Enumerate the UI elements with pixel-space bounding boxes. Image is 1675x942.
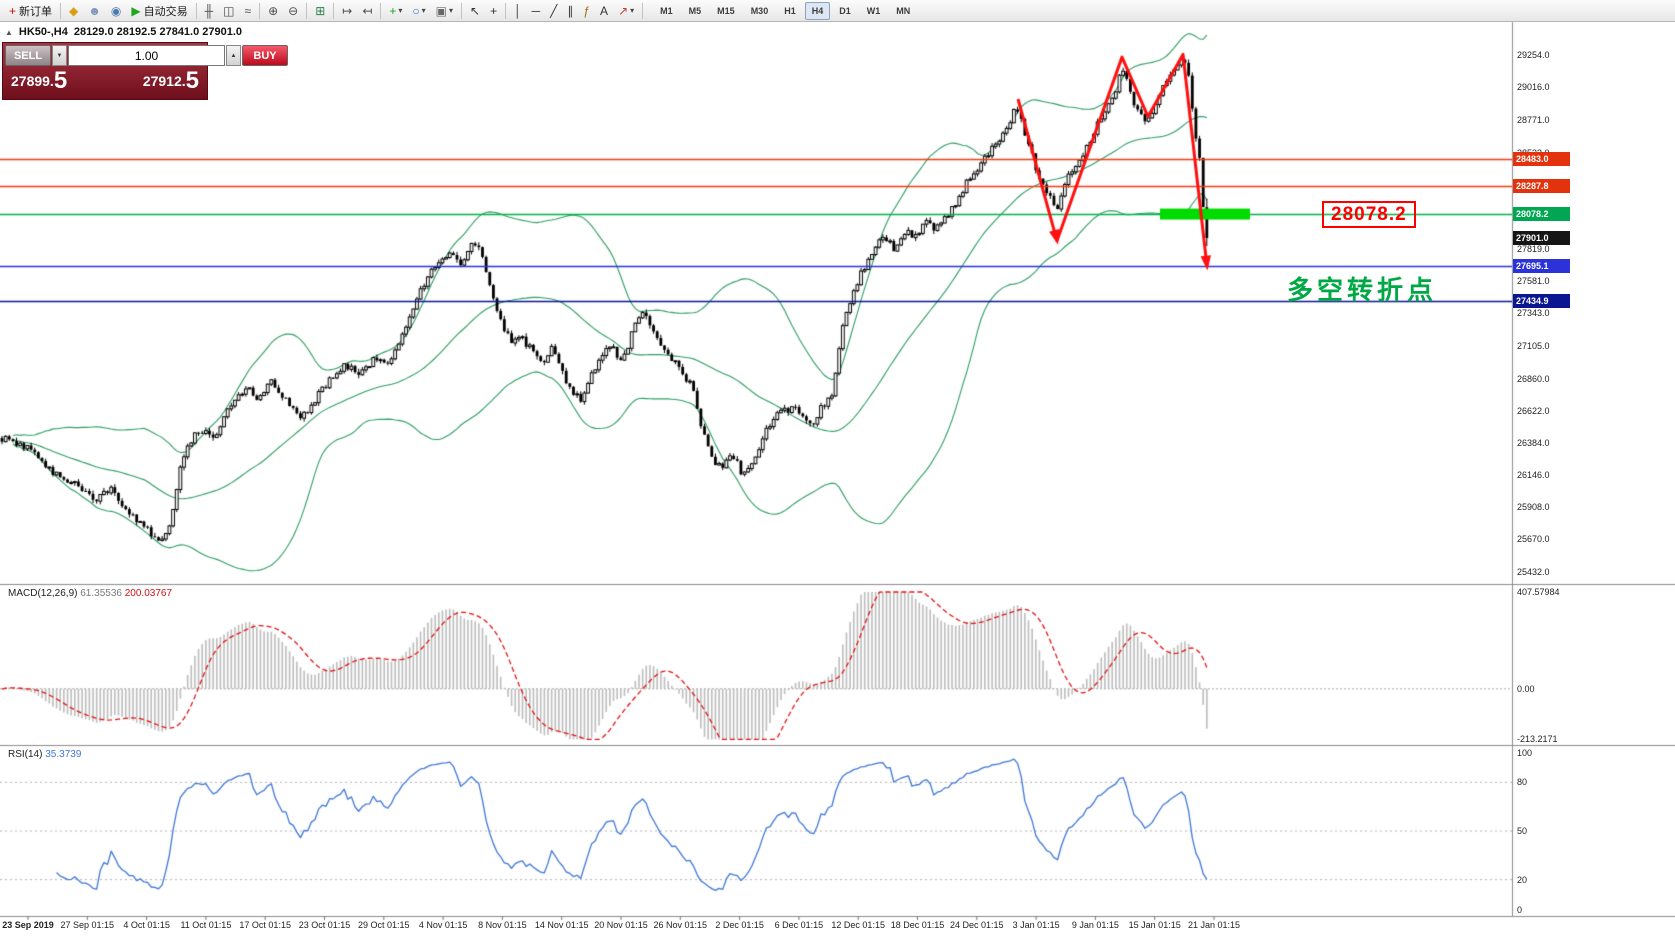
market-watch-button[interactable]: ◆: [65, 2, 82, 20]
chart-shift-button[interactable]: ↤: [358, 2, 376, 20]
timeframe-H1[interactable]: H1: [784, 5, 796, 16]
equidistant-channel-button[interactable]: ∥: [563, 2, 577, 20]
trade-panel-controls: SELL ▼ ▲ BUY: [5, 45, 288, 66]
line-chart-button[interactable]: ≈: [240, 2, 255, 20]
toolbar-separator: [461, 2, 463, 19]
tile-windows-icon: ⊞: [315, 3, 326, 18]
timeframe-H4[interactable]: H4: [804, 1, 831, 20]
crosshair-icon: +: [490, 3, 498, 18]
timeframe-M15[interactable]: M15: [717, 5, 735, 16]
trendline-button[interactable]: ╱: [546, 2, 561, 20]
bar-chart-button[interactable]: ╫: [201, 2, 218, 20]
sell-price-main: 27899.: [11, 73, 54, 89]
horizontal-line-button[interactable]: ─: [528, 2, 545, 20]
buy-price[interactable]: 27912. 5: [143, 67, 199, 94]
spin-up-icon: ▲: [230, 52, 237, 59]
toolbar-separator: [505, 2, 507, 19]
periods-button[interactable]: ○ ▾: [408, 2, 429, 20]
vertical-line-icon: │: [514, 3, 522, 18]
timeframe-M1[interactable]: M1: [660, 5, 673, 16]
templates-icon: ▣: [435, 3, 448, 18]
vertical-line-button[interactable]: │: [510, 2, 526, 20]
templates-caret-icon: ▾: [449, 6, 454, 15]
toolbar-separator: [306, 2, 308, 19]
timeframe-MN[interactable]: MN: [896, 5, 911, 16]
volume-input[interactable]: [68, 45, 225, 66]
mql-community-button[interactable]: ◉: [107, 2, 125, 20]
timeframe-M30[interactable]: M30: [750, 5, 769, 16]
new-order-label: 新订单: [19, 5, 53, 18]
text-label-button[interactable]: A: [596, 2, 612, 20]
text-label-icon: A: [600, 3, 609, 18]
toolbar-separator: [60, 2, 62, 19]
new-order-button[interactable]: + 新订单: [5, 2, 56, 20]
timeframe-group: M1 M5 M15 M30 H1 H4 D1 W1 MN: [652, 1, 918, 20]
arrows-button[interactable]: ↗ ▾: [614, 2, 638, 20]
equidistant-channel-icon: ∥: [567, 3, 574, 18]
toolbar-separator: [259, 2, 261, 19]
zoom-out-icon: ⊖: [288, 3, 299, 18]
sell-price[interactable]: 27899. 5: [11, 67, 67, 94]
bar-chart-icon: ╫: [204, 3, 214, 18]
volume-increase-button[interactable]: ▲: [226, 45, 241, 66]
market-watch-icon: ◆: [69, 3, 79, 18]
buy-price-pips: 5: [185, 67, 199, 94]
one-click-trade-panel: SELL ▼ ▲ BUY 27899.5 27912.5: [2, 42, 288, 100]
candlestick-chart-button[interactable]: ◫: [219, 2, 238, 20]
volume-decrease-button[interactable]: ▼: [52, 45, 67, 66]
toolbar-separator: [642, 2, 644, 19]
indicators-caret-icon: ▾: [398, 6, 403, 15]
fibonacci-icon: ƒ: [583, 3, 591, 18]
indicators-button[interactable]: + ▾: [385, 2, 406, 20]
toolbar-separator: [195, 2, 197, 19]
accounts-button[interactable]: ☻: [84, 2, 105, 20]
cursor-icon: ↖: [470, 3, 481, 18]
arrows-caret-icon: ▾: [630, 6, 635, 15]
tile-windows-button[interactable]: ⊞: [311, 2, 329, 20]
mql-community-icon: ◉: [110, 3, 122, 18]
crosshair-button[interactable]: +: [486, 2, 501, 20]
new-order-icon: +: [9, 3, 17, 18]
horizontal-line-icon: ─: [531, 3, 541, 18]
timeframe-M5[interactable]: M5: [688, 5, 702, 16]
templates-button[interactable]: ▣ ▾: [432, 2, 457, 20]
chart-shift-icon: ↤: [362, 3, 373, 18]
buy-button[interactable]: BUY: [242, 45, 288, 66]
arrows-icon: ↗: [618, 3, 629, 18]
sell-price-pips: 5: [53, 67, 68, 94]
fibonacci-button[interactable]: ƒ: [579, 2, 594, 20]
autotrade-button[interactable]: ▶ 自动交易: [127, 2, 191, 20]
zoom-in-icon: ⊕: [268, 3, 279, 18]
line-chart-icon: ≈: [244, 3, 252, 18]
zoom-out-button[interactable]: ⊖: [284, 2, 302, 20]
trendline-icon: ╱: [550, 3, 558, 18]
indicators-icon: +: [389, 3, 397, 18]
sell-button[interactable]: SELL: [5, 45, 51, 66]
auto-scroll-icon: ↦: [342, 3, 353, 18]
accounts-icon: ☻: [88, 3, 101, 18]
main-toolbar: + 新订单 ◆ ☻ ◉ ▶ 自动交易 ╫ ◫ ≈ ⊕ ⊖ ⊞ ↦ ↤ + ▾ ○ ▾ ▣ ▾ ↖ + │ ─ ╱ ∥ ƒ A ↗ ▾ M1 M5…: [0, 0, 1675, 22]
buy-price-main: 27912.: [142, 73, 186, 89]
timeframe-D1[interactable]: D1: [839, 5, 851, 16]
periods-caret-icon: ▾: [421, 6, 426, 15]
autotrade-label: 自动交易: [143, 5, 188, 18]
autotrade-icon: ▶: [131, 3, 141, 18]
toolbar-separator: [333, 2, 335, 19]
candlestick-chart-icon: ◫: [223, 3, 235, 18]
trade-panel-prices: 27899. 5 27912. 5: [5, 66, 205, 94]
auto-scroll-button[interactable]: ↦: [338, 2, 356, 20]
toolbar-separator: [380, 2, 382, 19]
periods-icon: ○: [412, 3, 420, 18]
cursor-button[interactable]: ↖: [466, 2, 484, 20]
timeframe-W1[interactable]: W1: [866, 5, 881, 16]
spin-down-icon: ▼: [56, 52, 63, 59]
zoom-in-button[interactable]: ⊕: [264, 2, 282, 20]
